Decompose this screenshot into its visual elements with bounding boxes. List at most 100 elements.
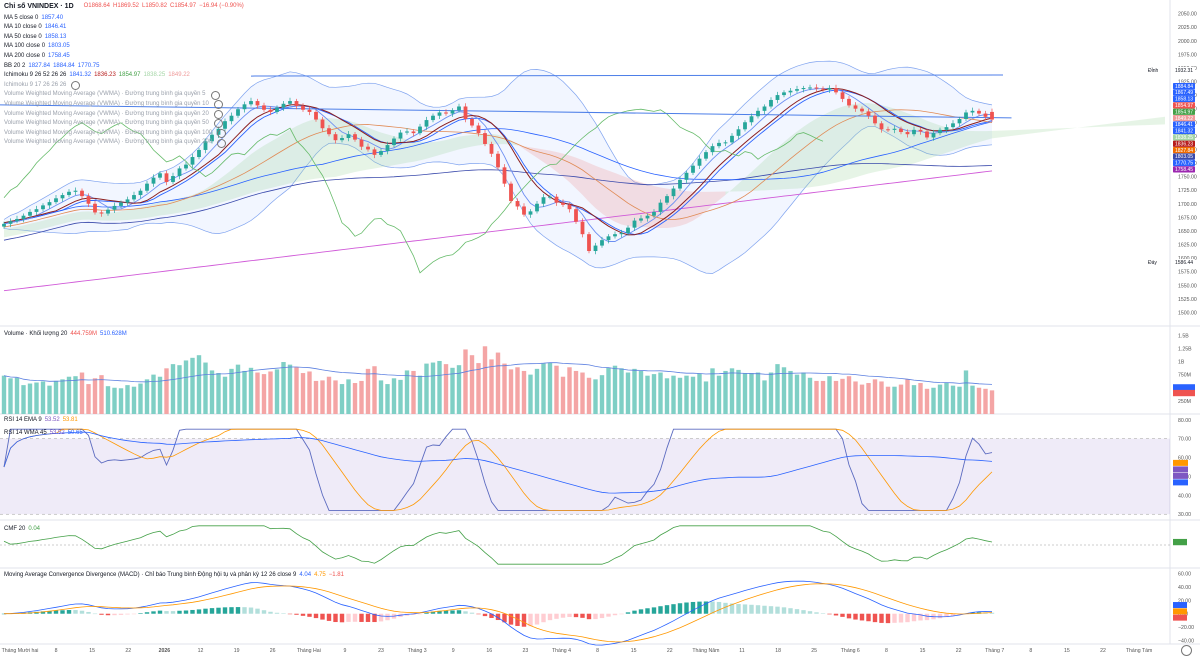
macd-histogram-bar xyxy=(768,606,774,614)
eye-hidden-icon[interactable] xyxy=(213,100,223,110)
macd-label[interactable]: Moving Average Convergence Divergence (M… xyxy=(4,572,297,578)
volume-bar xyxy=(190,357,195,414)
legend-row[interactable]: Volume Weighted Moving Average (VWMA) · … xyxy=(4,109,244,120)
cmf-tag xyxy=(1173,538,1187,546)
volume-bar xyxy=(489,359,494,414)
legend-label: Volume Weighted Moving Average (VWMA) · … xyxy=(4,110,209,117)
eye-hidden-icon[interactable] xyxy=(213,109,223,119)
legend-label: MA 200 close 0 xyxy=(4,52,46,59)
legend-row[interactable]: Volume Weighted Moving Average (VWMA) · … xyxy=(4,119,244,129)
eye-hidden-icon[interactable] xyxy=(217,138,227,148)
legend-row[interactable]: Volume Weighted Moving Average (VWMA) · … xyxy=(4,129,244,139)
candle-body xyxy=(723,142,728,144)
candle-body xyxy=(957,118,962,124)
volume-bar xyxy=(567,367,572,414)
candle-body xyxy=(515,201,520,207)
macd-histogram-bar xyxy=(261,610,267,614)
volume-bar xyxy=(495,352,501,414)
rsi-tag xyxy=(1173,466,1188,473)
ichimoku-cloud-segment xyxy=(251,149,258,194)
volume-bar xyxy=(729,368,735,414)
volume-bar xyxy=(21,385,26,414)
legend-row[interactable]: MA 200 close 0 1758.45 xyxy=(4,52,244,62)
legend-label: Volume Weighted Moving Average (VWMA) · … xyxy=(4,100,209,107)
macd-histogram-bar xyxy=(593,613,598,620)
price-tag-value: 1758.45 xyxy=(1175,167,1193,173)
rsi-label-1[interactable]: RSI 14 EMA 9 xyxy=(4,417,42,423)
volume-bar xyxy=(872,379,878,414)
ichimoku-cloud-segment xyxy=(751,165,758,191)
macd-histogram-bar xyxy=(47,610,52,614)
bollinger-upper xyxy=(3,60,993,220)
volume-bar xyxy=(170,364,176,414)
candle-body xyxy=(470,118,474,126)
eye-hidden-icon[interactable] xyxy=(217,129,227,139)
symbol-title[interactable]: Chỉ số VNINDEX · 1D xyxy=(4,3,74,10)
ichimoku-cloud-segment xyxy=(699,191,706,217)
volume-bar xyxy=(40,381,46,414)
cmf-label[interactable]: CMF 20 xyxy=(4,526,26,532)
ichimoku-cloud-segment xyxy=(446,138,453,154)
legend-row[interactable]: BB 20 2 1827.84 1884.84 1770.75 xyxy=(4,62,244,72)
volume-value: 444.759M xyxy=(70,331,98,337)
volume-bar xyxy=(378,380,384,414)
ichimoku-cloud-segment xyxy=(88,211,95,221)
macd-histogram-bar xyxy=(99,613,104,615)
macd-histogram-bar xyxy=(248,607,254,614)
ichimoku-cloud-segment xyxy=(420,141,427,161)
volume-bar xyxy=(235,364,241,414)
volume-bar xyxy=(911,385,917,414)
main-legend: Chỉ số VNINDEX · 1D O1868.64 H1869.52 L1… xyxy=(4,2,244,148)
candle-body xyxy=(372,149,377,155)
legend-row[interactable]: Volume Weighted Moving Average (VWMA) · … xyxy=(4,90,244,100)
legend-row[interactable]: Ichimoku 9 17 26 26 26 xyxy=(4,81,244,91)
price-tick-label: 1575.00 xyxy=(1178,270,1197,276)
macd-histogram-bar xyxy=(547,613,553,621)
eye-hidden-icon[interactable] xyxy=(213,119,223,129)
macd-histogram-bar xyxy=(450,610,455,614)
macd-histogram-bar xyxy=(216,607,221,614)
macd-histogram-bar xyxy=(697,601,702,614)
macd-histogram-bar xyxy=(1,613,7,615)
volume-bar xyxy=(391,378,397,414)
x-tick-label: Tháng Tám xyxy=(1126,648,1152,654)
macd-histogram-bar xyxy=(950,613,956,616)
candle-body xyxy=(587,234,591,252)
settings-gear-icon[interactable] xyxy=(1181,645,1192,656)
legend-row[interactable]: MA 5 close 0 1857.40 xyxy=(4,14,244,24)
ichimoku-cloud-segment xyxy=(95,211,102,221)
candle-body xyxy=(229,115,234,122)
volume-bar xyxy=(853,381,858,414)
legend-row[interactable]: MA 100 close 0 1803.05 xyxy=(4,42,244,52)
ichimoku-lagging-span xyxy=(3,108,824,274)
eye-hidden-icon[interactable] xyxy=(210,90,220,100)
candle-body xyxy=(437,112,442,116)
ichimoku-base-orange xyxy=(3,109,993,228)
legend-value: 1858.13 xyxy=(44,33,67,40)
legend-row[interactable]: Ichimoku 9 26 52 26 26 1841.32 1836.23 1854… xyxy=(4,71,244,81)
ichimoku-cloud-segment xyxy=(225,170,232,202)
legend-row[interactable]: Volume Weighted Moving Average (VWMA) · … xyxy=(4,138,244,148)
price-tick-label: 2025.00 xyxy=(1178,25,1197,31)
macd-histogram-bar xyxy=(612,613,618,616)
ichimoku-cloud-segment xyxy=(121,210,128,221)
legend-row[interactable]: Volume Weighted Moving Average (VWMA) · … xyxy=(4,100,244,110)
macd-histogram-bar xyxy=(326,613,332,621)
x-tick-label: 23 xyxy=(378,648,384,654)
ichimoku-cloud-segment xyxy=(712,191,719,206)
macd-histogram-bar xyxy=(801,610,806,614)
volume-bar xyxy=(742,373,748,414)
volume-bar xyxy=(476,363,481,414)
ichimoku-cloud-segment xyxy=(36,220,43,231)
rsi-label-2[interactable]: RSI 14 WMA 45 xyxy=(4,429,47,436)
x-tick-label: 2026 xyxy=(159,648,171,654)
legend-row[interactable]: MA 10 close 0 1846.41 xyxy=(4,23,244,33)
volume-label[interactable]: Volume · Khối lượng 20 xyxy=(4,331,68,337)
macd-histogram-bar xyxy=(710,601,715,614)
legend-row[interactable]: MA 50 close 0 1858.13 xyxy=(4,33,244,43)
volume-bar xyxy=(957,386,962,414)
eye-hidden-icon[interactable] xyxy=(71,81,81,91)
ichimoku-cloud-segment xyxy=(803,122,810,189)
macd-histogram-bar xyxy=(502,613,507,623)
